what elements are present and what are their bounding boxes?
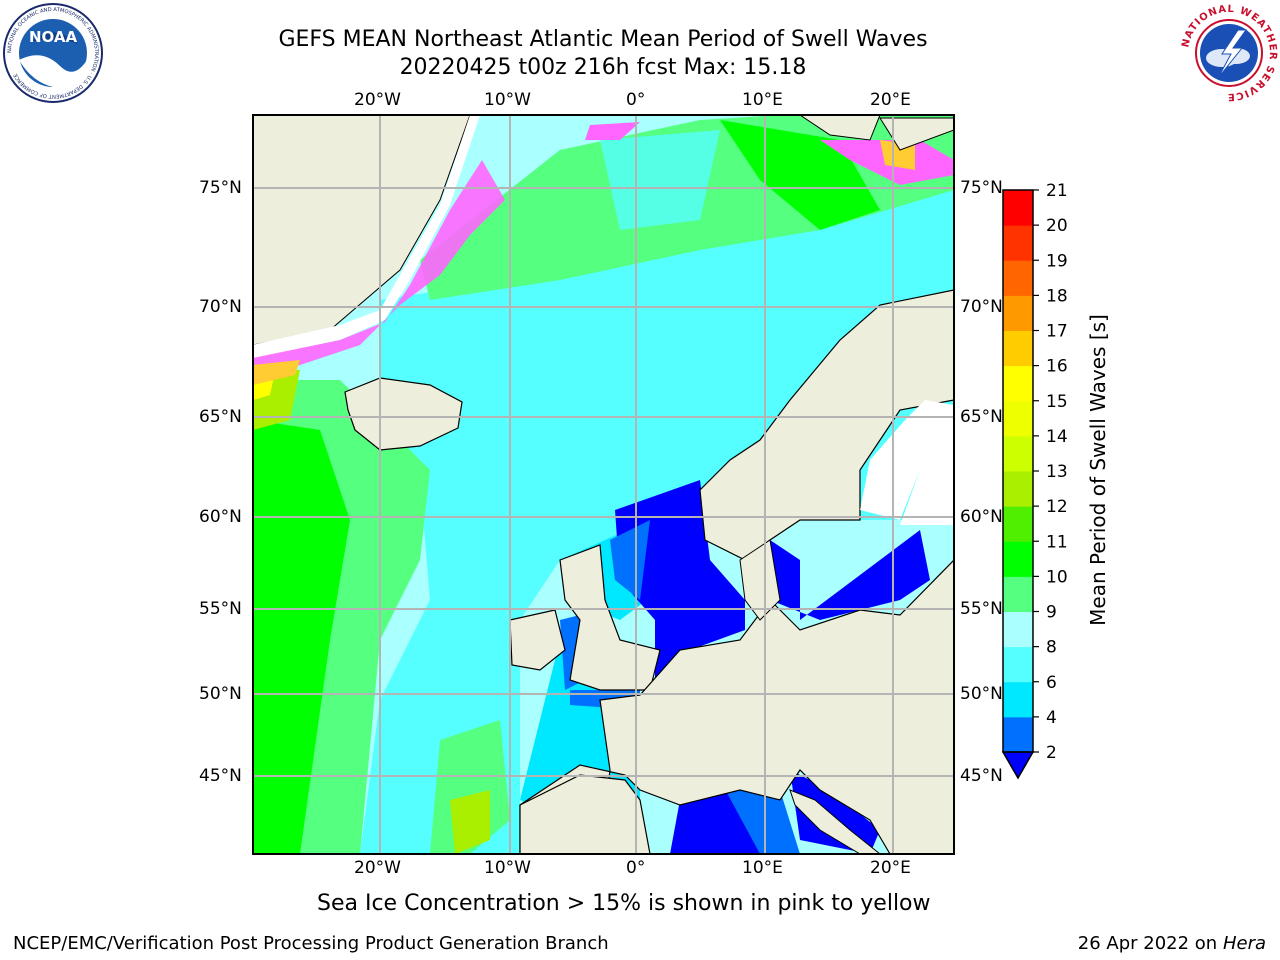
lat-label-left-75n: 75°N [199, 178, 242, 198]
colorbar-bin [1003, 365, 1033, 402]
sea-ice-note: Sea Ice Concentration > 15% is shown in … [317, 891, 931, 916]
footer-date: 26 Apr 2022 on Hera [1078, 933, 1266, 955]
colorbar-bin [1003, 681, 1033, 718]
iceland-land [344, 377, 463, 451]
map-frame [252, 114, 955, 855]
footer-credit: NCEP/EMC/Verification Post Processing Pr… [13, 933, 609, 954]
map-title: GEFS MEAN Northeast Atlantic Mean Period… [278, 27, 928, 52]
lon-label-bottom-10e: 10°E [742, 858, 783, 878]
nws-logo: NATIONAL WEATHER SERVICE [1180, 4, 1278, 102]
colorbar-tick-label: 15 [1046, 392, 1068, 412]
lat-label-left-45n: 45°N [199, 766, 242, 786]
greenland-land [253, 115, 471, 346]
gulf-of-bothnia-south [900, 470, 954, 525]
ireland-land [509, 609, 566, 671]
sea-ice-svalbard-west [585, 122, 640, 140]
colorbar-tick-label: 8 [1046, 638, 1057, 658]
italy-land [789, 789, 881, 854]
lon-label-top-10e: 10°E [742, 90, 783, 110]
footer-date-text: 26 Apr 2022 on [1077, 933, 1223, 954]
lon-label-bottom-20w: 20°W [354, 858, 401, 878]
colorbar-tick-label: 21 [1046, 181, 1068, 201]
swell-zone-2s-adriatic [790, 770, 880, 854]
colorbar-bin [1003, 190, 1033, 226]
map-subtitle: 20220425 t00z 216h fcst Max: 15.18 [399, 55, 807, 80]
colorbar-tick-label: 4 [1046, 708, 1057, 728]
colorbar-tick-label: 17 [1046, 322, 1068, 342]
swell-zone-12s-south [450, 790, 490, 854]
gulf-of-bothnia [860, 400, 954, 520]
lat-label-right-50n: 50°N [960, 684, 1003, 704]
scandinavia-land [699, 289, 954, 561]
lat-label-right-65n: 65°N [960, 407, 1003, 427]
lon-label-bottom-10w: 10°W [484, 858, 531, 878]
colorbar-tick-label: 6 [1046, 673, 1057, 693]
lat-label-left-60n: 60°N [199, 507, 242, 527]
colorbar-tick-label: 11 [1046, 532, 1068, 552]
colorbar-bin [1003, 330, 1033, 367]
lat-label-right-70n: 70°N [960, 297, 1003, 317]
colorbar-tick-label: 13 [1046, 462, 1068, 482]
colorbar-tick-label: 18 [1046, 286, 1068, 306]
lat-label-right-75n: 75°N [960, 178, 1003, 198]
colorbar-tick-label: 12 [1046, 497, 1068, 517]
noaa-logo-text: NOAA [29, 28, 78, 46]
colorbar-bin [1003, 435, 1033, 472]
noaa-logo: NOAA NATIONAL OCEANIC AND ATMOSPHERIC AD… [3, 3, 103, 103]
swell-zone-8s-north [600, 130, 720, 230]
colorbar-bin [1003, 506, 1033, 542]
colorbar-tick-label: 2 [1046, 743, 1057, 763]
lat-label-left-55n: 55°N [199, 599, 242, 619]
sea-ice-greenland [253, 160, 505, 378]
lat-label-left-50n: 50°N [199, 684, 242, 704]
colorbar-bin [1003, 716, 1033, 753]
lon-label-top-10w: 10°W [484, 90, 531, 110]
colorbar-bin [1003, 400, 1033, 437]
swell-zone-2s-baltic [770, 530, 930, 620]
lon-label-top-0: 0° [626, 90, 646, 110]
colorbar: 2 4 6 8 9 10 11 12 13 14 15 16 17 18 19 20 21 [1001, 181, 1068, 780]
colorbar-bin [1003, 576, 1033, 612]
colorbar-bin [1003, 225, 1033, 261]
colorbar-tick-label: 16 [1046, 357, 1068, 377]
lon-label-bottom-20e: 20°E [870, 858, 911, 878]
lon-label-top-20e: 20°E [870, 90, 911, 110]
lon-label-bottom-0: 0° [626, 858, 646, 878]
colorbar-bin [1003, 541, 1033, 577]
colorbar-bin [1003, 260, 1033, 296]
svalbard-land [799, 115, 881, 141]
sea-ice-edge-greenland [253, 360, 300, 385]
colorbar-bin [1003, 295, 1033, 331]
colorbar-bin [1003, 471, 1033, 507]
lat-label-right-55n: 55°N [960, 599, 1003, 619]
colorbar-tick-label: 19 [1046, 251, 1068, 271]
map-gridlines [253, 115, 954, 854]
colorbar-label: Mean Period of Swell Waves [s] [1086, 314, 1110, 626]
colorbar-bin [1003, 646, 1033, 683]
footer-host: Hera [1222, 933, 1266, 954]
colorbar-extend-min [1001, 751, 1035, 780]
colorbar-tick-label: 10 [1046, 567, 1068, 587]
swell-zone-6-8s [360, 190, 954, 854]
lon-label-top-20w: 20°W [354, 90, 401, 110]
lat-label-left-70n: 70°N [199, 297, 242, 317]
colorbar-tick-label: 14 [1046, 427, 1068, 447]
lat-label-left-65n: 65°N [199, 407, 242, 427]
colorbar-tick-label: 20 [1046, 216, 1068, 236]
colorbar-bin [1003, 611, 1033, 648]
colorbar-tick-label: 9 [1046, 603, 1057, 623]
swell-zone-4s-northsea [610, 520, 650, 600]
lat-label-right-45n: 45°N [960, 766, 1003, 786]
lat-label-right-60n: 60°N [960, 507, 1003, 527]
swell-zone-10-11s-west [253, 420, 350, 854]
